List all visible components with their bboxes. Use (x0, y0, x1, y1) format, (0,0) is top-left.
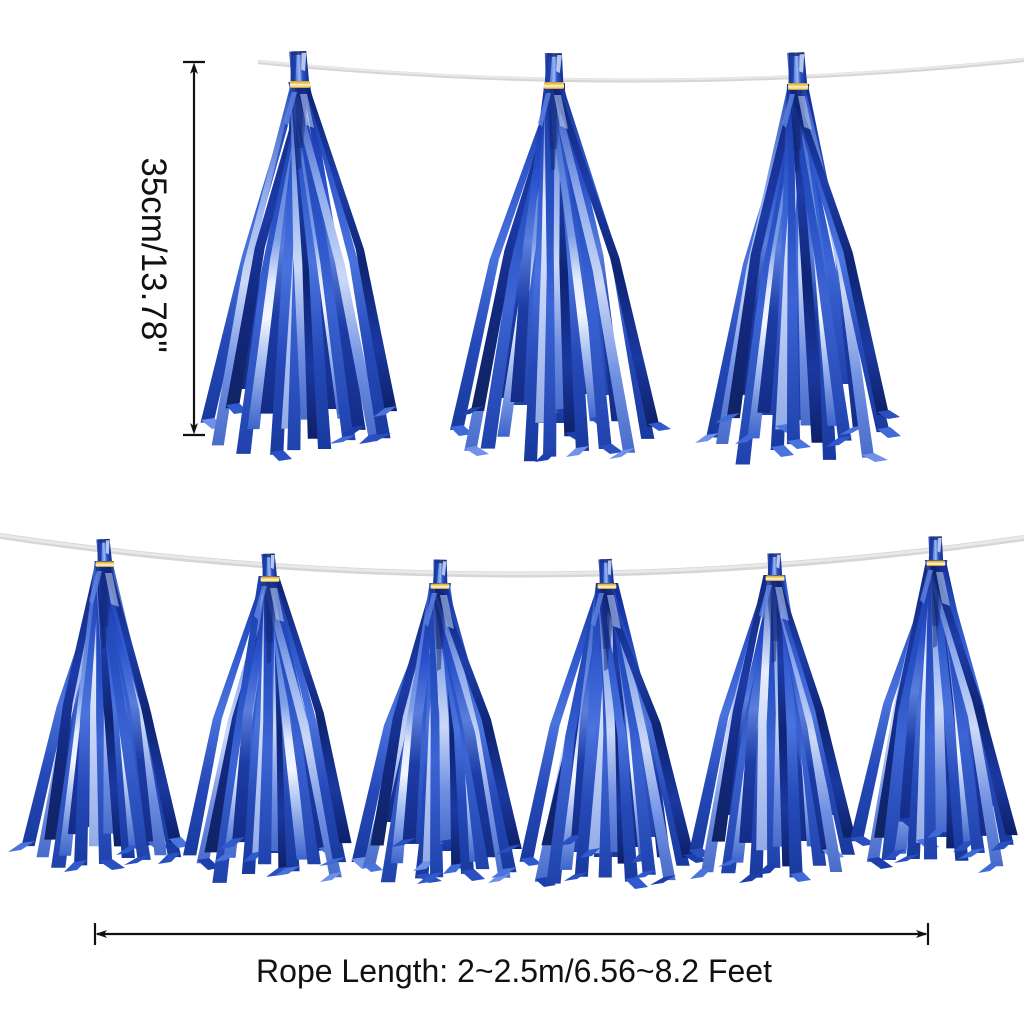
svg-text:35cm/13.78": 35cm/13.78" (134, 157, 173, 352)
svg-text:Rope Length: 2~2.5m/6.56~8.2 F: Rope Length: 2~2.5m/6.56~8.2 Feet (256, 953, 772, 989)
